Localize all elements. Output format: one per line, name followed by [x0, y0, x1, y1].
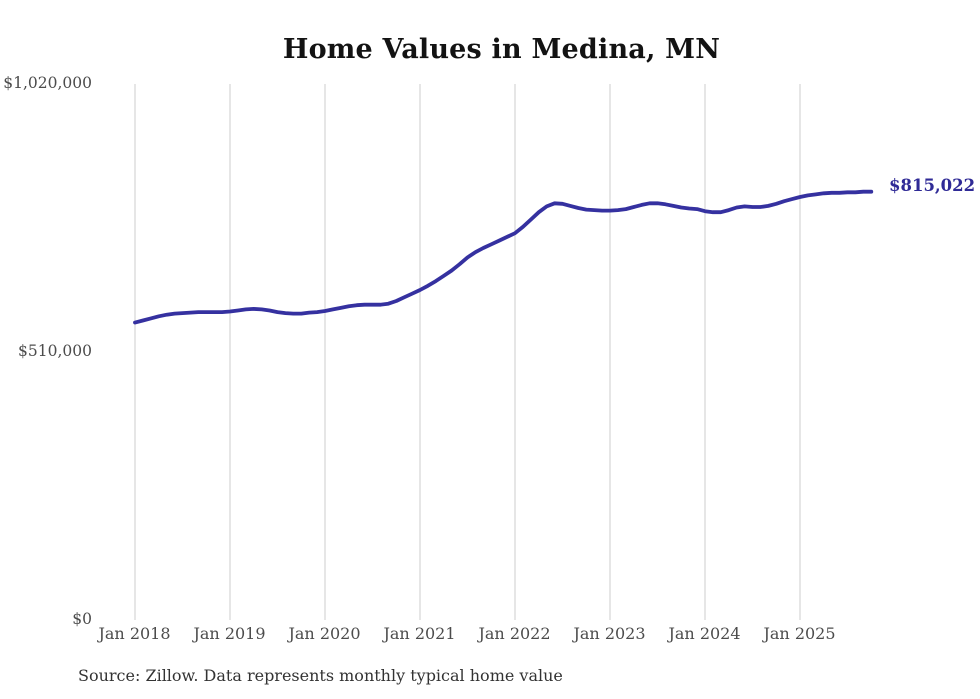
x-axis-tick-label: Jan 2022	[478, 624, 551, 643]
y-axis-tick-label: $510,000	[18, 342, 92, 360]
y-axis-tick-label: $1,020,000	[3, 74, 92, 92]
source-note: Source: Zillow. Data represents monthly …	[78, 666, 563, 685]
y-axis-tick-label: $0	[72, 610, 92, 628]
x-axis-tick-label: Jan 2020	[288, 624, 361, 643]
chart-title: Home Values in Medina, MN	[282, 34, 721, 65]
latest-value-label: $815,022	[889, 176, 976, 195]
x-axis-tick-label: Jan 2018	[98, 624, 171, 643]
x-axis-tick-label: Jan 2025	[763, 624, 836, 643]
x-axis-tick-label: Jan 2024	[668, 624, 741, 643]
x-axis-tick-label: Jan 2019	[193, 624, 266, 643]
x-axis-tick-label: Jan 2021	[383, 624, 456, 643]
x-axis-tick-label: Jan 2023	[573, 624, 646, 643]
